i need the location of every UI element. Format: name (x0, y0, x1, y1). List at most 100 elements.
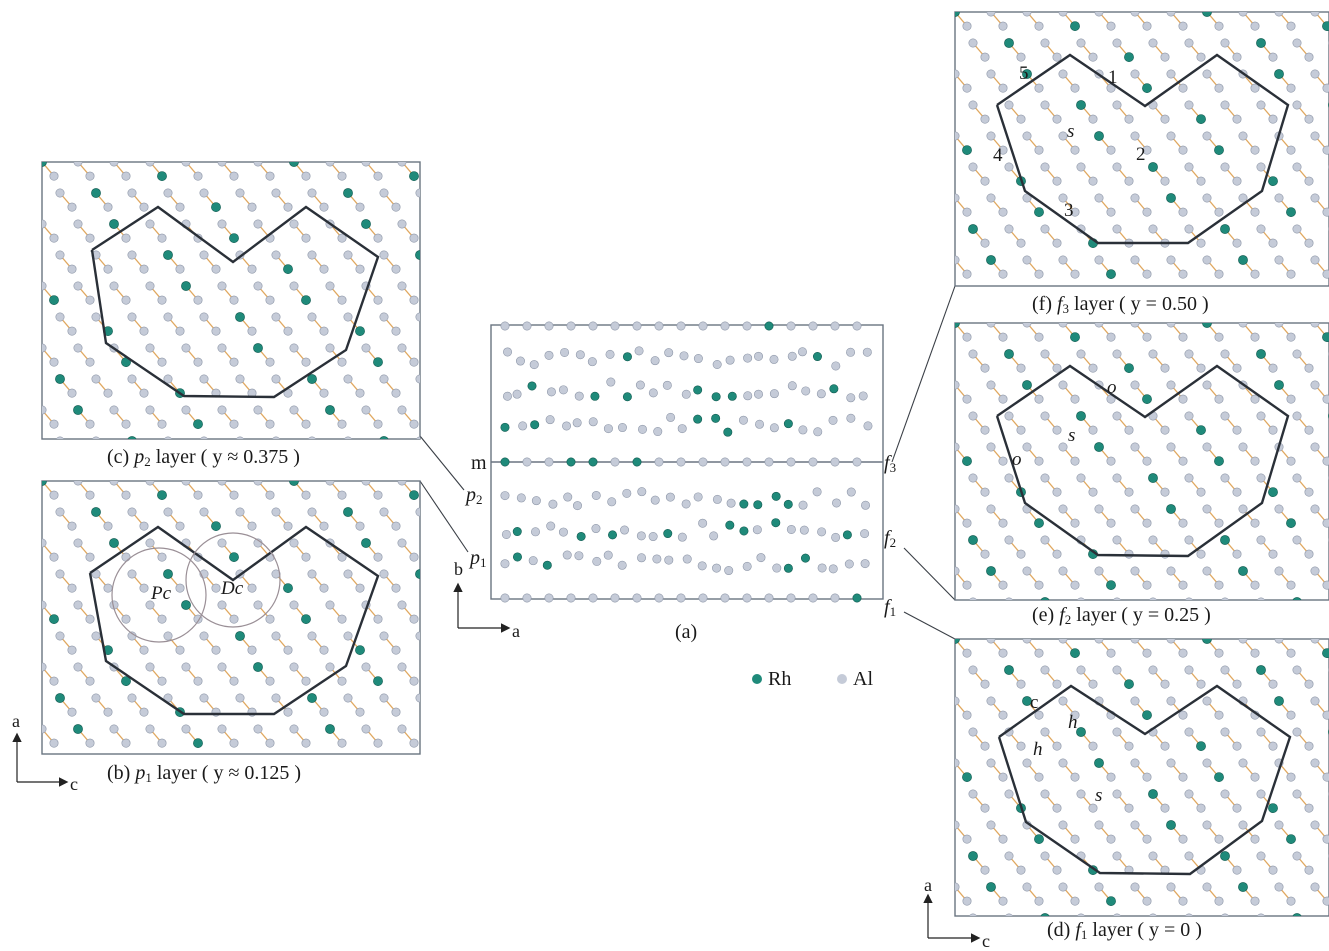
al-atom (356, 141, 364, 149)
label-p1: p1 (470, 548, 487, 569)
al-atom (452, 189, 460, 197)
al-atom (284, 203, 292, 211)
al-atom (344, 313, 352, 321)
al-atom (1311, 883, 1319, 891)
al-atom (1305, 53, 1313, 61)
al-atom (969, 163, 977, 171)
al-atom (1251, 333, 1259, 341)
al-atom (1293, 474, 1301, 482)
al-atom (1053, 177, 1061, 185)
rh-atom (445, 738, 454, 747)
al-atom (158, 420, 166, 428)
al-atom (1311, 70, 1319, 78)
al-atom (638, 425, 646, 433)
al-atom (981, 804, 989, 812)
al-atom (14, 739, 22, 747)
rh-atom (211, 202, 220, 211)
al-atom (501, 560, 509, 568)
al-atom (380, 251, 388, 259)
al-atom (945, 804, 953, 812)
rh-atom (1106, 580, 1115, 589)
label-f2: f2 (884, 528, 896, 549)
al-atom (326, 158, 334, 166)
al-atom (726, 356, 734, 364)
al-atom (1233, 742, 1241, 750)
al-atom (290, 725, 298, 733)
rh-atom (163, 250, 172, 259)
al-atom (308, 251, 316, 259)
al-atom (1215, 84, 1223, 92)
al-atom (635, 347, 643, 355)
al-atom (859, 392, 867, 400)
al-atom (1107, 519, 1115, 527)
rh-atom (1292, 597, 1301, 606)
al-atom (963, 649, 971, 657)
rh-atom (301, 614, 310, 623)
panel-a-side-view (491, 322, 883, 602)
al-atom (428, 327, 436, 335)
al-atom (338, 739, 346, 747)
al-atom (945, 612, 953, 620)
al-atom (20, 508, 28, 516)
al-atom (1017, 302, 1025, 310)
rh-atom (73, 724, 82, 733)
al-atom (434, 344, 442, 352)
al-atom (302, 234, 310, 242)
al-atom (981, 612, 989, 620)
al-atom (933, 790, 941, 798)
al-atom (200, 313, 208, 321)
al-atom (915, 697, 923, 705)
al-atom (410, 677, 418, 685)
al-atom (1053, 804, 1061, 812)
al-atom (1203, 759, 1211, 767)
rh-atom (1148, 162, 1157, 171)
al-atom (1125, 488, 1133, 496)
rh-atom (1286, 207, 1295, 216)
al-atom (981, 618, 989, 626)
al-atom (446, 677, 454, 685)
al-atom (831, 533, 839, 541)
al-atom (1287, 270, 1295, 278)
al-atom (1269, 301, 1277, 309)
al-atom (573, 501, 581, 509)
al-atom (999, 457, 1007, 465)
al-atom (1125, 550, 1133, 558)
al-atom (1293, 39, 1301, 47)
al-atom (618, 423, 626, 431)
al-atom (1089, 426, 1097, 434)
al-atom (1149, 39, 1157, 47)
al-atom (1161, 742, 1169, 750)
rh-atom (1124, 363, 1133, 372)
al-atom (1305, 612, 1313, 620)
rh-atom (664, 529, 672, 537)
al-atom (1167, 567, 1175, 575)
al-atom (392, 203, 400, 211)
al-atom (588, 357, 596, 365)
al-atom (739, 416, 747, 424)
al-atom (1143, 270, 1151, 278)
al-atom (933, 598, 941, 606)
al-atom (1071, 581, 1079, 589)
al-atom (428, 646, 436, 654)
al-atom (927, 581, 935, 589)
al-atom (380, 508, 388, 516)
al-atom (1221, 914, 1229, 922)
al-atom (1071, 270, 1079, 278)
al-atom (272, 375, 280, 383)
al-atom (272, 313, 280, 321)
rh-atom (1322, 648, 1329, 657)
rh-atom (163, 569, 172, 578)
al-atom (320, 708, 328, 716)
al-atom (452, 375, 460, 383)
al-atom (1017, 866, 1025, 874)
al-atom (503, 348, 511, 356)
al-atom (1161, 680, 1169, 688)
al-atom (20, 437, 28, 445)
al-atom (428, 522, 436, 530)
al-atom (398, 344, 406, 352)
al-atom (68, 451, 76, 459)
al-atom (951, 443, 959, 451)
al-atom (92, 756, 100, 764)
al-atom (999, 270, 1007, 278)
al-atom (1269, 866, 1277, 874)
